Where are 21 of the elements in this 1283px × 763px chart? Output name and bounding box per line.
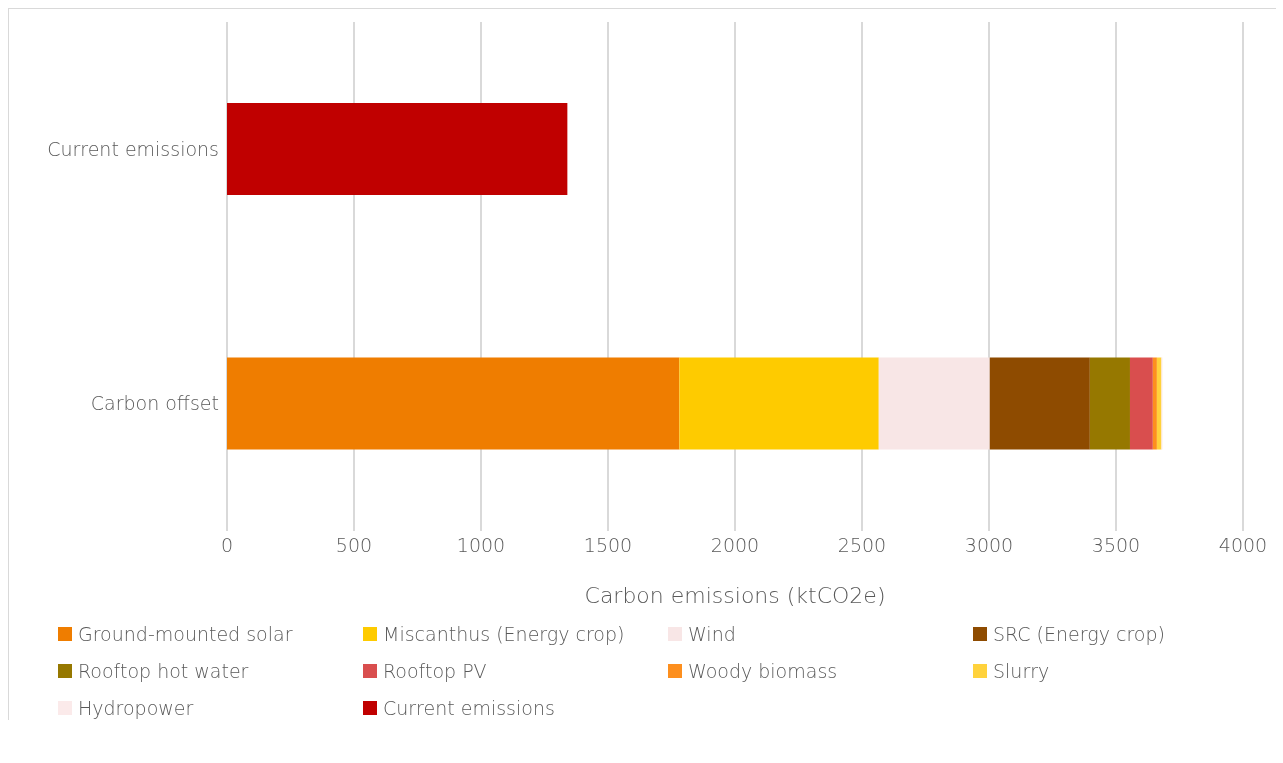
x-tick-label: 1500 [583, 534, 633, 557]
x-tick-label: 3000 [964, 534, 1014, 557]
legend-label: Ground-mounted solar [78, 622, 293, 645]
legend-label: Wind [688, 622, 736, 645]
legend-label: Hydropower [78, 696, 194, 719]
legend-label: Current emissions [383, 696, 555, 719]
legend-label: Rooftop hot water [78, 659, 249, 682]
x-tick-label: 3500 [1091, 534, 1141, 557]
x-tick-label: 1000 [456, 534, 506, 557]
legend-label: Miscanthus (Energy crop) [383, 622, 625, 645]
legend-label: Woody biomass [688, 659, 838, 682]
x-tick-label: 2000 [710, 534, 760, 557]
x-tick-label: 4000 [1218, 534, 1268, 557]
y-tick-label: Carbon offset [90, 392, 219, 415]
x-tick-label: 0 [220, 534, 234, 557]
x-axis-title: Carbon emissions (ktCO2e) [584, 583, 886, 608]
legend-label: SRC (Energy crop) [993, 622, 1165, 645]
legend-label: Rooftop PV [383, 659, 487, 682]
legend-label: Slurry [993, 659, 1050, 682]
x-tick-label: 500 [335, 534, 373, 557]
x-tick-label: 2500 [837, 534, 887, 557]
